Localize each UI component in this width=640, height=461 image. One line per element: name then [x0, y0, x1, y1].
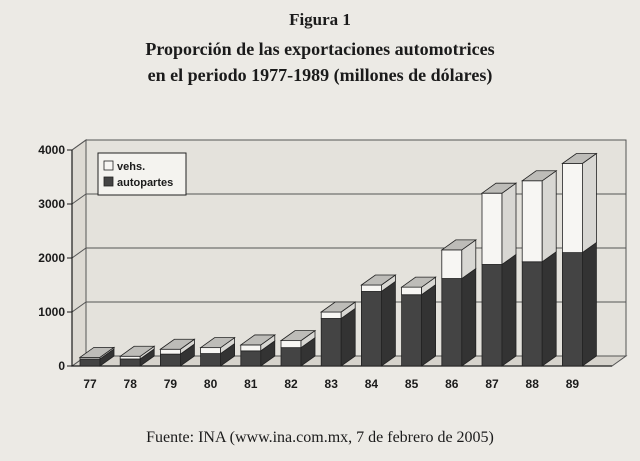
bar-autopartes-89 — [562, 252, 583, 367]
bar-vehs-82 — [280, 340, 302, 349]
y-tick-label-2000: 2000 — [38, 251, 65, 265]
x-tick-label-82: 82 — [284, 377, 298, 391]
y-tick-label-1000: 1000 — [38, 305, 65, 319]
legend-vehs-label: vehs. — [117, 161, 145, 173]
bar-autopartes-86 — [441, 278, 463, 367]
x-tick-label-79: 79 — [164, 377, 178, 391]
bar-top-78 — [118, 345, 156, 357]
x-tick-label-85: 85 — [405, 377, 419, 391]
figure-label: Figura 1 — [289, 10, 351, 29]
bar-top-87 — [480, 182, 518, 194]
bar-vehs-86 — [441, 249, 463, 279]
bar-top-89 — [561, 153, 598, 164]
bar-top-85 — [400, 276, 437, 288]
bar-autopartes-83 — [320, 318, 342, 367]
x-tick-label-83: 83 — [325, 377, 339, 391]
x-tick-label-84: 84 — [365, 377, 379, 391]
bar-top-77 — [78, 346, 116, 358]
bar-vehs-79 — [159, 348, 181, 355]
bar-vehs-87-side — [501, 182, 517, 266]
bar-autopartes-87-side — [501, 253, 517, 367]
bar-autopartes-85-side — [421, 283, 437, 367]
bar-top-84 — [360, 274, 397, 286]
chart-title-line-1: Proporción de las exportaciones automotr… — [145, 39, 495, 59]
bar-autopartes-79 — [159, 353, 181, 367]
y-tick-label-0: 0 — [58, 359, 65, 373]
bar-top-86 — [440, 239, 478, 251]
bar-vehs-88-side — [541, 170, 557, 263]
gridline-3000 — [71, 193, 626, 205]
bar-top-88 — [520, 170, 558, 182]
bar-top-79 — [159, 338, 196, 350]
bar-autopartes-84 — [360, 291, 382, 367]
bar-autopartes-78 — [119, 358, 141, 367]
legend-vehs-swatch — [103, 160, 114, 171]
x-tick-label-80: 80 — [204, 377, 218, 391]
bar-autopartes-77 — [79, 358, 101, 367]
x-tick-label-86: 86 — [445, 377, 459, 391]
gridline-4000 — [71, 139, 626, 151]
x-tick-label-87: 87 — [485, 377, 499, 391]
bar-vehs-81 — [240, 344, 262, 352]
bar-vehs-83 — [320, 311, 342, 319]
y-tick-label-3000: 3000 — [38, 197, 65, 211]
bar-vehs-89 — [562, 163, 583, 253]
y-tick-label-4000: 4000 — [38, 143, 65, 157]
legend-box — [97, 152, 187, 196]
chart-title-line-2: en el periodo 1977-1989 (millones de dól… — [147, 65, 493, 85]
bar-autopartes-88-side — [541, 251, 557, 367]
chart-title: Proporción de las exportaciones automotr… — [0, 36, 640, 88]
bar-autopartes-89-side — [582, 241, 597, 367]
bar-vehs-80 — [200, 347, 222, 354]
bar-top-80 — [199, 337, 236, 349]
bar-autopartes-81 — [240, 350, 262, 367]
x-tick-label-77: 77 — [83, 377, 97, 391]
x-tick-label-89: 89 — [566, 377, 580, 391]
bar-top-82 — [279, 330, 317, 342]
legend-autopartes-swatch — [103, 176, 114, 187]
bar-autopartes-82 — [280, 347, 302, 367]
bar-vehs-85 — [401, 286, 423, 296]
bar-vehs-84 — [360, 284, 382, 292]
bar-vehs-78 — [119, 355, 141, 360]
bar-autopartes-80 — [200, 353, 222, 367]
bar-top-81 — [239, 334, 277, 346]
bar-autopartes-86-side — [461, 267, 477, 367]
bar-vehs-89-side — [582, 152, 597, 254]
x-tick-label-78: 78 — [124, 377, 138, 391]
bar-vehs-87 — [481, 192, 503, 265]
bar-autopartes-84-side — [380, 280, 396, 367]
legend-autopartes-label: autopartes — [117, 177, 173, 189]
bar-autopartes-87 — [481, 264, 503, 367]
bar-autopartes-85 — [401, 294, 423, 367]
x-tick-label-81: 81 — [244, 377, 258, 391]
bar-chart: 0 1000 2000 3000 4000 77 78 79 80 81 82 83 84 85 86 87 8… — [38, 139, 628, 391]
source-note: Fuente: INA (www.ina.com.mx, 7 de febrer… — [146, 429, 494, 446]
x-tick-label-88: 88 — [526, 377, 540, 391]
bar-vehs-88 — [521, 180, 543, 263]
bar-autopartes-88 — [521, 261, 543, 367]
bar-top-83 — [319, 301, 357, 313]
